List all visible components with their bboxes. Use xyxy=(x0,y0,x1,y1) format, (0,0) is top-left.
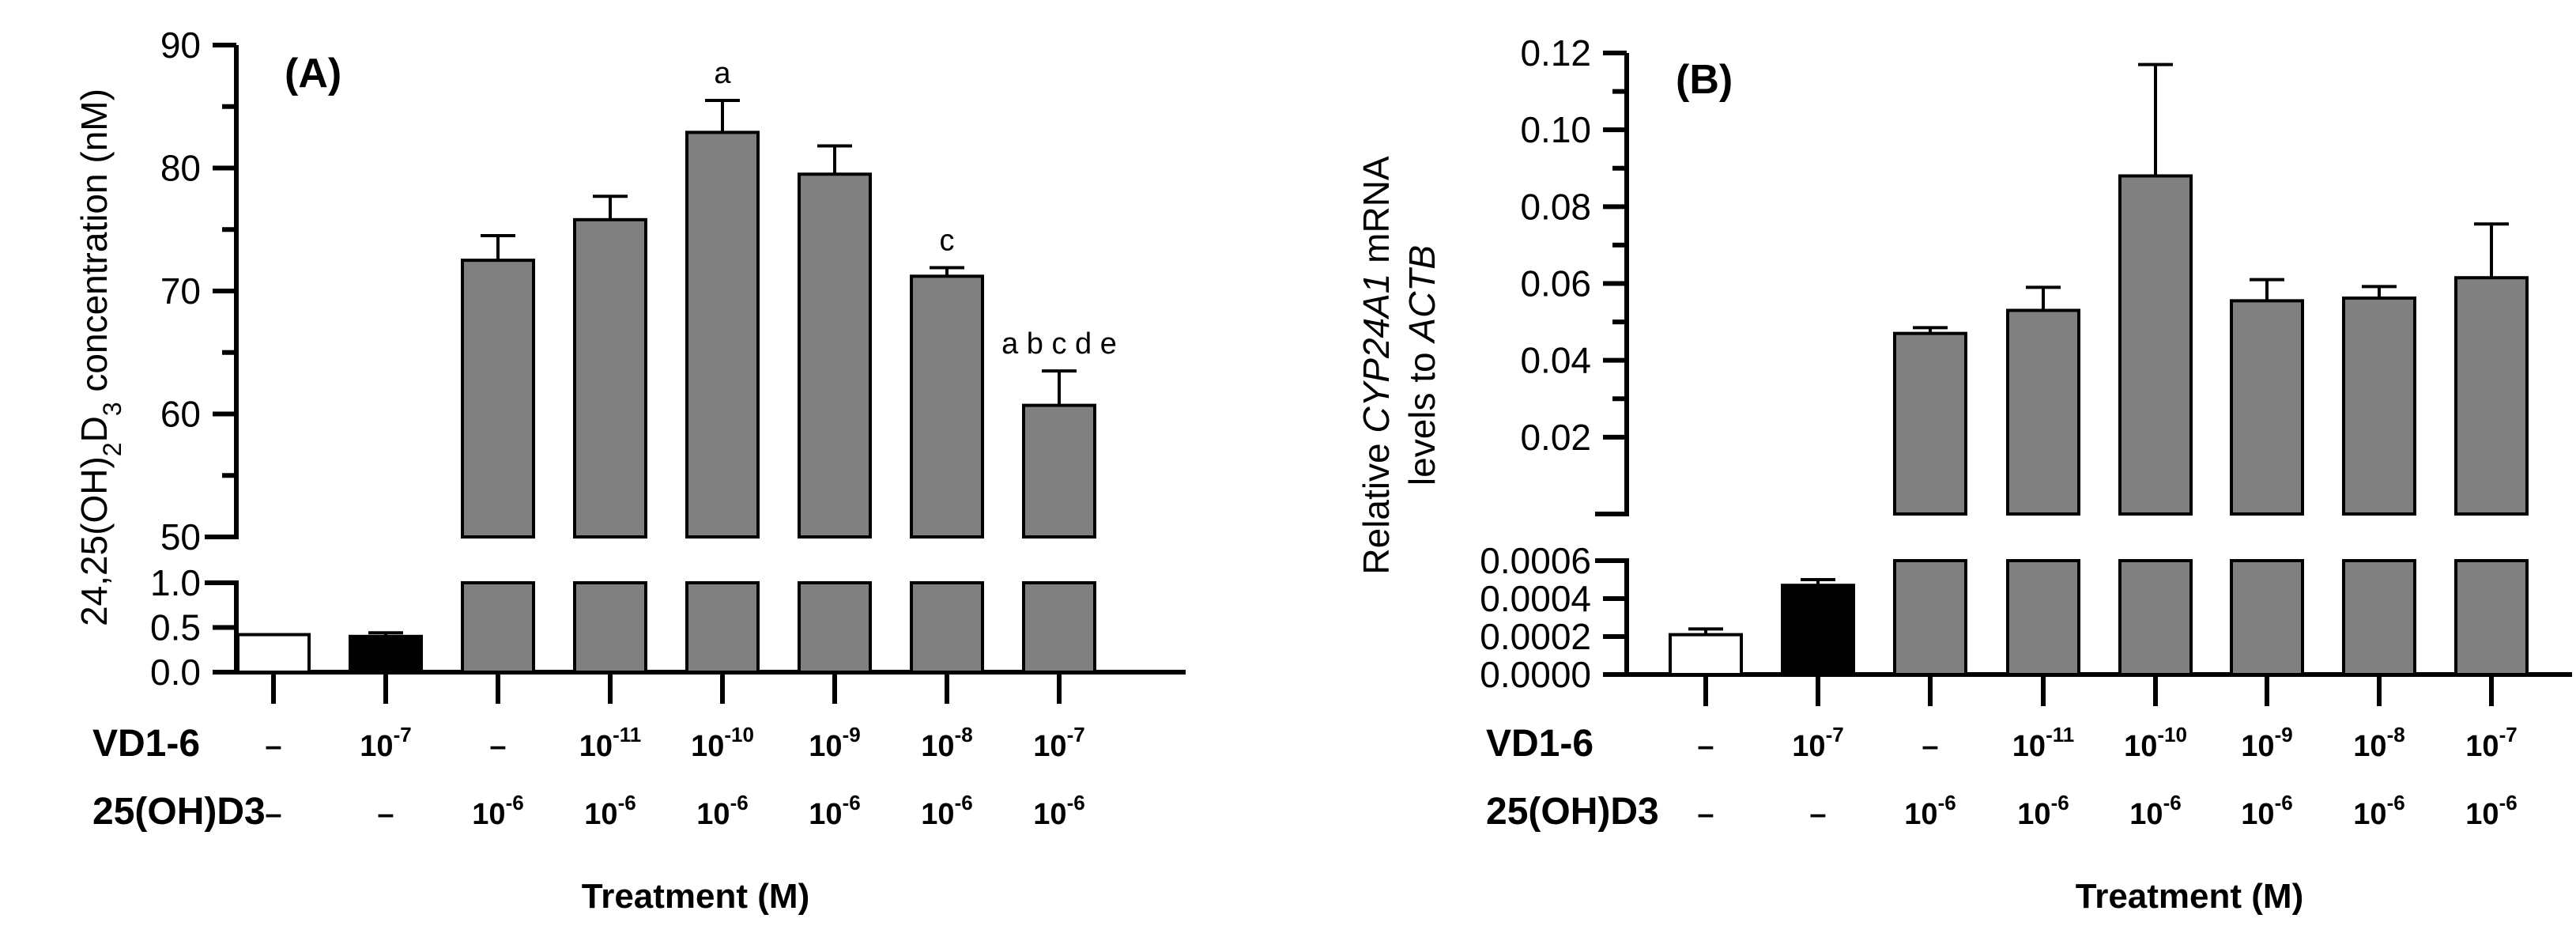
treatment-row-label: VD1-6 xyxy=(92,723,200,765)
treatment-cell: 10-6 xyxy=(809,791,860,831)
y-tick-label-upper: 0.08 xyxy=(1520,186,1591,227)
treatment-cell: 10-8 xyxy=(2353,723,2404,763)
bar xyxy=(236,633,311,674)
bar xyxy=(2230,299,2304,516)
treatment-cell: 10-7 xyxy=(360,723,411,763)
y-tick-label-upper: 90 xyxy=(160,25,201,66)
panel-label: (A) xyxy=(285,51,341,96)
treatment-cell: 10-6 xyxy=(1904,791,1956,831)
treatment-cell: 10-7 xyxy=(2465,723,2517,763)
treatment-cell: 10-9 xyxy=(2241,723,2292,763)
treatment-cell: 10-10 xyxy=(691,723,754,763)
bar-lower-segment xyxy=(2006,559,2080,676)
y-tick-label-upper: 0.06 xyxy=(1520,263,1591,304)
bar xyxy=(2342,296,2416,516)
treatment-cell: 10-7 xyxy=(1033,723,1084,763)
y-tick-label-lower: 0.0 xyxy=(150,652,201,693)
treatment-cell: 10-9 xyxy=(809,723,860,763)
treatment-cell: – xyxy=(1697,730,1714,763)
y-tick-label-lower: 1.0 xyxy=(150,562,201,603)
treatment-cell: 10-11 xyxy=(579,723,641,763)
significance-label: a xyxy=(714,57,731,90)
treatment-cell: 10-6 xyxy=(696,791,748,831)
treatment-cell: 10-6 xyxy=(472,791,523,831)
treatment-cell: 10-6 xyxy=(2241,791,2292,831)
bar-lower-segment xyxy=(1022,581,1096,674)
y-tick-label-lower: 0.0000 xyxy=(1480,654,1591,695)
bar-lower-segment xyxy=(910,581,984,674)
bar xyxy=(910,274,984,539)
y-tick-label-lower: 0.0004 xyxy=(1480,578,1591,619)
bar xyxy=(573,217,647,539)
y-tick-label-lower: 0.0002 xyxy=(1480,616,1591,657)
bar-lower-segment xyxy=(2230,559,2304,676)
treatment-cell: 10-11 xyxy=(2012,723,2074,763)
treatment-cell: – xyxy=(265,798,281,831)
treatment-cell: 10-8 xyxy=(921,723,972,763)
y-tick-label-lower: 0.5 xyxy=(150,607,201,648)
x-axis-title: Treatment (M) xyxy=(582,877,809,916)
bar xyxy=(1781,584,1855,677)
treatment-cell: 10-6 xyxy=(2129,791,2181,831)
bar xyxy=(2006,308,2080,516)
y-tick-label-upper: 0.12 xyxy=(1520,32,1591,74)
treatment-cell: – xyxy=(489,730,506,763)
treatment-cell: 10-6 xyxy=(921,791,972,831)
y-tick-label-upper: 80 xyxy=(160,148,201,189)
y-axis-title-line-2: levels to ACTB xyxy=(1401,245,1443,486)
treatment-cell: 10-10 xyxy=(2124,723,2187,763)
treatment-cell: – xyxy=(1697,798,1714,831)
treatment-cell: – xyxy=(377,798,394,831)
bar xyxy=(461,259,535,539)
y-tick-label-upper: 0.02 xyxy=(1520,417,1591,458)
bar-lower-segment xyxy=(2454,559,2529,676)
bar-lower-segment xyxy=(2118,559,2193,676)
bar xyxy=(1893,331,1967,516)
bar xyxy=(798,172,872,539)
y-tick-label-upper: 0.04 xyxy=(1520,340,1591,381)
bar-lower-segment xyxy=(2342,559,2416,676)
y-tick-label-upper: 50 xyxy=(160,516,201,557)
treatment-cell: – xyxy=(1809,798,1826,831)
treatment-cell: 10-6 xyxy=(584,791,636,831)
significance-label: a b c d e xyxy=(1001,327,1117,361)
bar-lower-segment xyxy=(1893,559,1967,676)
chart-panel-a: 50 60 70 80 90 0.00.51.0 a c a b c d e (A) 24,25(O… xyxy=(74,25,1186,916)
treatment-cell: – xyxy=(1922,730,1938,763)
y-tick-label-lower: 0.0006 xyxy=(1480,540,1591,581)
y-axis-title-line-1: Relative CYP24A1 mRNA xyxy=(1356,156,1397,575)
chart-panel-b: 0.020.040.060.080.100.120.00000.00020.00… xyxy=(1356,32,2572,916)
bar xyxy=(1669,633,1743,676)
bar xyxy=(1022,403,1096,539)
y-tick-label-upper: 60 xyxy=(160,394,201,435)
treatment-row-label: VD1-6 xyxy=(1486,723,1593,765)
bar xyxy=(2454,276,2529,516)
treatment-cell: 10-6 xyxy=(1033,791,1084,831)
y-tick-label-upper: 0.10 xyxy=(1520,109,1591,150)
y-tick-label-upper: 70 xyxy=(160,270,201,312)
significance-label: c xyxy=(940,224,955,257)
x-axis-title: Treatment (M) xyxy=(2076,877,2303,916)
bar-lower-segment xyxy=(573,581,647,674)
bar xyxy=(2118,174,2193,516)
bar xyxy=(685,130,760,539)
bar xyxy=(349,634,423,674)
treatment-cell: – xyxy=(265,730,281,763)
treatment-cell: 10-6 xyxy=(2017,791,2069,831)
bar-lower-segment xyxy=(685,581,760,674)
treatment-row-label: 25(OH)D3 xyxy=(1486,791,1659,833)
treatment-cell: 10-7 xyxy=(1792,723,1843,763)
treatment-row-label: 25(OH)D3 xyxy=(92,791,266,833)
treatment-cell: 10-6 xyxy=(2353,791,2404,831)
y-axis-title: 24,25(OH)2D3 concentration (nM) xyxy=(74,89,126,626)
panel-label: (B) xyxy=(1676,57,1733,103)
bar-lower-segment xyxy=(461,581,535,674)
bar-lower-segment xyxy=(798,581,872,674)
treatment-cell: 10-6 xyxy=(2465,791,2517,831)
